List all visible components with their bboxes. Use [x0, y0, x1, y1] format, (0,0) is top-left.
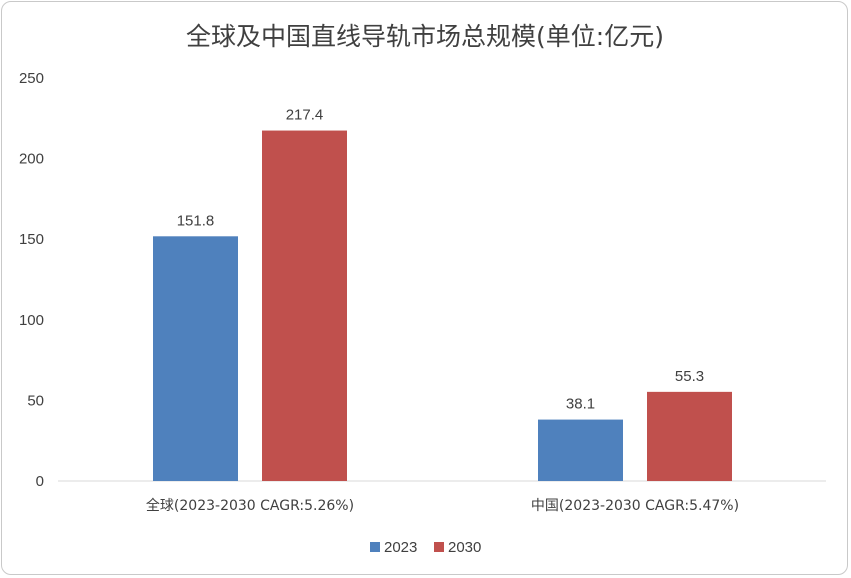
y-tick-label: 150 — [19, 231, 44, 248]
data-labels-group: 151.8 38.1 217.4 55.3 — [177, 107, 704, 413]
legend-swatch-2030 — [434, 542, 444, 552]
category-label-global: 全球(2023-2030 CAGR:5.26%) — [146, 497, 354, 514]
bar-2023-global — [153, 236, 238, 481]
category-label-china: 中国(2023-2030 CAGR:5.47%) — [531, 498, 739, 514]
bar-2023-china — [538, 419, 623, 481]
y-axis-ticks: 0 50 100 150 200 250 — [19, 70, 44, 490]
legend-swatch-2023 — [370, 542, 380, 552]
bar-2030-global — [262, 130, 347, 481]
bar-2030-china — [647, 391, 732, 481]
legend: 2023 2030 — [370, 539, 481, 556]
y-tick-label: 200 — [19, 151, 44, 168]
legend-label-2023: 2023 — [384, 539, 417, 556]
data-label-2023-china: 38.1 — [566, 396, 595, 413]
y-tick-label: 0 — [36, 473, 44, 490]
bars-group — [153, 130, 732, 481]
y-tick-label: 250 — [19, 70, 44, 87]
data-label-2030-global: 217.4 — [286, 107, 324, 124]
chart-title: 全球及中国直线导轨市场总规模(单位:亿元) — [186, 22, 664, 51]
data-label-2030-china: 55.3 — [675, 368, 704, 385]
y-tick-label: 50 — [27, 392, 44, 409]
legend-label-2030: 2030 — [448, 539, 481, 556]
y-tick-label: 100 — [19, 312, 44, 329]
data-label-2023-global: 151.8 — [177, 212, 215, 229]
